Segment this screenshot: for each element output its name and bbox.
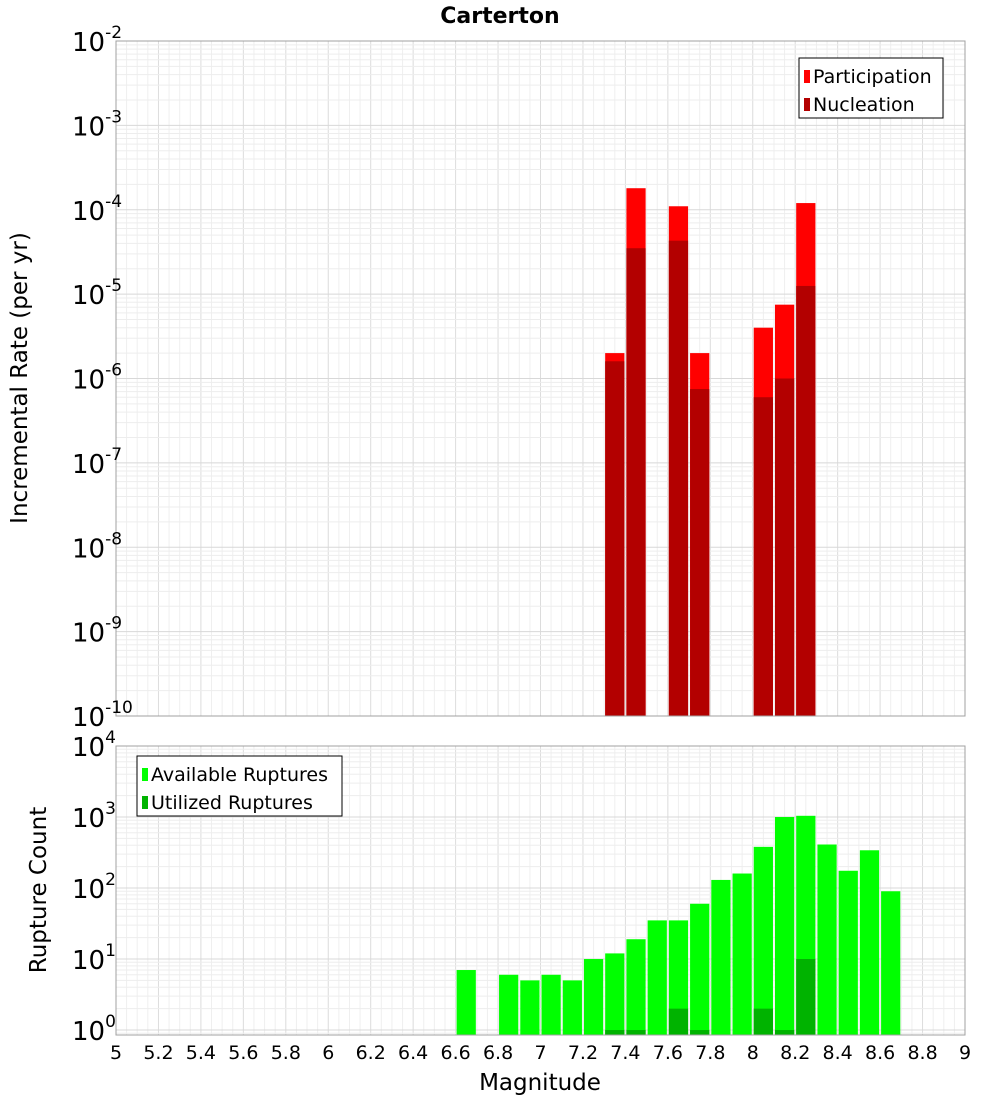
- x-tick-label: 8.6: [865, 1042, 895, 1064]
- x-tick-label: 5.2: [143, 1042, 173, 1064]
- count-bar: [541, 974, 561, 1035]
- x-tick-label: 6.2: [356, 1042, 386, 1064]
- count-bar: [817, 844, 837, 1035]
- rate-y-tick-label: 10-3: [72, 107, 122, 142]
- x-tick-label: 6.8: [483, 1042, 513, 1064]
- x-tick-label: 8.8: [907, 1042, 937, 1064]
- x-tick-label: 7.4: [610, 1042, 640, 1064]
- x-tick-label: 5.4: [186, 1042, 216, 1064]
- rate-legend: Participation Nucleation: [798, 57, 944, 119]
- rate-legend-swatch: [804, 98, 810, 111]
- rate-horizontal-grid: [116, 44, 965, 717]
- x-tick-label: 5.8: [271, 1042, 301, 1064]
- count-bar: [859, 850, 880, 1035]
- rate-series-nucleation: [605, 240, 816, 717]
- count-bar: [774, 1030, 795, 1035]
- count-bar: [605, 953, 625, 1035]
- count-bar: [838, 870, 858, 1035]
- count-bar: [520, 980, 540, 1035]
- count-bar: [499, 974, 519, 1035]
- rate-y-tick-label: 10-4: [72, 192, 122, 227]
- x-tick-label: 7: [534, 1042, 546, 1064]
- count-y-tick-labels: 100 101 102 103 104: [72, 728, 116, 1047]
- count-bar: [626, 1030, 646, 1035]
- x-tick-label: 5: [110, 1042, 122, 1064]
- x-tick-label: 8.4: [823, 1042, 853, 1064]
- x-tick-label: 6.4: [398, 1042, 428, 1064]
- count-bar: [753, 846, 773, 1035]
- count-bar: [605, 1030, 625, 1035]
- count-series-available-ruptures: [456, 815, 901, 1035]
- rupture-count-panel: 100 101 102 103 104 Available Ruptures Utilize…: [72, 728, 971, 1064]
- incremental-rate-panel: 10-10 10-9 10-8 10-7 10-6 10-5 10-4 10-3 10-2 Par…: [72, 23, 966, 733]
- count-bar: [690, 1030, 710, 1035]
- count-legend: Available Ruptures Utilized Ruptures: [136, 755, 343, 817]
- count-bar: [583, 959, 604, 1035]
- count-bar: [796, 959, 816, 1035]
- rate-bar: [668, 240, 689, 717]
- count-bar: [562, 980, 582, 1035]
- rate-plot-border: [115, 40, 966, 717]
- count-y-tick-label: 102: [72, 870, 116, 905]
- x-tick-label: 9: [959, 1042, 971, 1064]
- rate-bar: [605, 361, 625, 716]
- x-tick-label: 8.2: [780, 1042, 810, 1064]
- rate-bar: [690, 389, 710, 716]
- count-bar: [711, 879, 731, 1035]
- rate-y-tick-label: 10-7: [72, 445, 122, 480]
- count-legend-label: Utilized Ruptures: [151, 792, 313, 814]
- count-legend-box: [136, 755, 343, 817]
- count-plot-border: [115, 745, 966, 1036]
- count-legend-swatch: [142, 796, 148, 809]
- count-y-tick-label: 101: [72, 941, 116, 976]
- count-series-utilized-ruptures: [605, 959, 816, 1035]
- count-bar: [881, 891, 901, 1035]
- rate-bar: [774, 378, 795, 716]
- rate-y-tick-label: 10-6: [72, 361, 122, 396]
- count-bar: [668, 920, 689, 1035]
- count-bar: [753, 1008, 773, 1035]
- x-tick-labels: 5 5.2 5.4 5.6 5.8 6 6.2 6.4 6.6 6.8 7 7.2 7.4 7.6 7.8 8…: [110, 1042, 971, 1064]
- count-bar: [626, 939, 646, 1035]
- rate-legend-swatch: [804, 70, 810, 83]
- rate-y-tick-label: 10-10: [72, 698, 133, 733]
- rate-bar: [626, 248, 646, 717]
- x-tick-label: 7.2: [568, 1042, 598, 1064]
- count-y-tick-label: 100: [72, 1012, 116, 1047]
- x-tick-label: 6: [322, 1042, 334, 1064]
- rate-y-tick-label: 10-9: [72, 614, 122, 649]
- count-bar: [732, 873, 752, 1035]
- rate-legend-box: [798, 57, 944, 119]
- rate-bar: [753, 397, 773, 716]
- rate-legend-label: Nucleation: [813, 94, 915, 116]
- rate-y-tick-label: 10-2: [72, 23, 122, 58]
- count-bar: [456, 970, 476, 1035]
- rate-legend-label: Participation: [813, 66, 932, 88]
- rate-y-tick-label: 10-5: [72, 276, 122, 311]
- count-bar: [690, 903, 710, 1035]
- x-tick-label: 7.8: [695, 1042, 725, 1064]
- top-y-axis-label: Incremental Rate (per yr): [7, 232, 33, 524]
- count-bar: [647, 920, 667, 1035]
- x-tick-label: 5.6: [228, 1042, 258, 1064]
- rate-y-tick-labels: 10-10 10-9 10-8 10-7 10-6 10-5 10-4 10-3 10-2: [72, 23, 133, 733]
- count-y-tick-label: 104: [72, 728, 116, 763]
- rate-bar: [796, 285, 816, 716]
- x-tick-label: 6.6: [440, 1042, 470, 1064]
- rate-y-tick-label: 10-8: [72, 529, 122, 564]
- count-horizontal-grid: [116, 748, 965, 1034]
- count-legend-swatch: [142, 768, 148, 781]
- count-bar: [774, 817, 795, 1035]
- count-bar: [668, 1008, 689, 1035]
- x-tick-label: 7.6: [653, 1042, 683, 1064]
- x-tick-label: 8: [747, 1042, 759, 1064]
- bottom-y-axis-label: Rupture Count: [26, 807, 52, 973]
- x-axis-label: Magnitude: [479, 1070, 601, 1096]
- count-y-tick-label: 103: [72, 799, 116, 834]
- chart-title: Carterton: [440, 4, 559, 29]
- count-legend-label: Available Ruptures: [151, 764, 328, 786]
